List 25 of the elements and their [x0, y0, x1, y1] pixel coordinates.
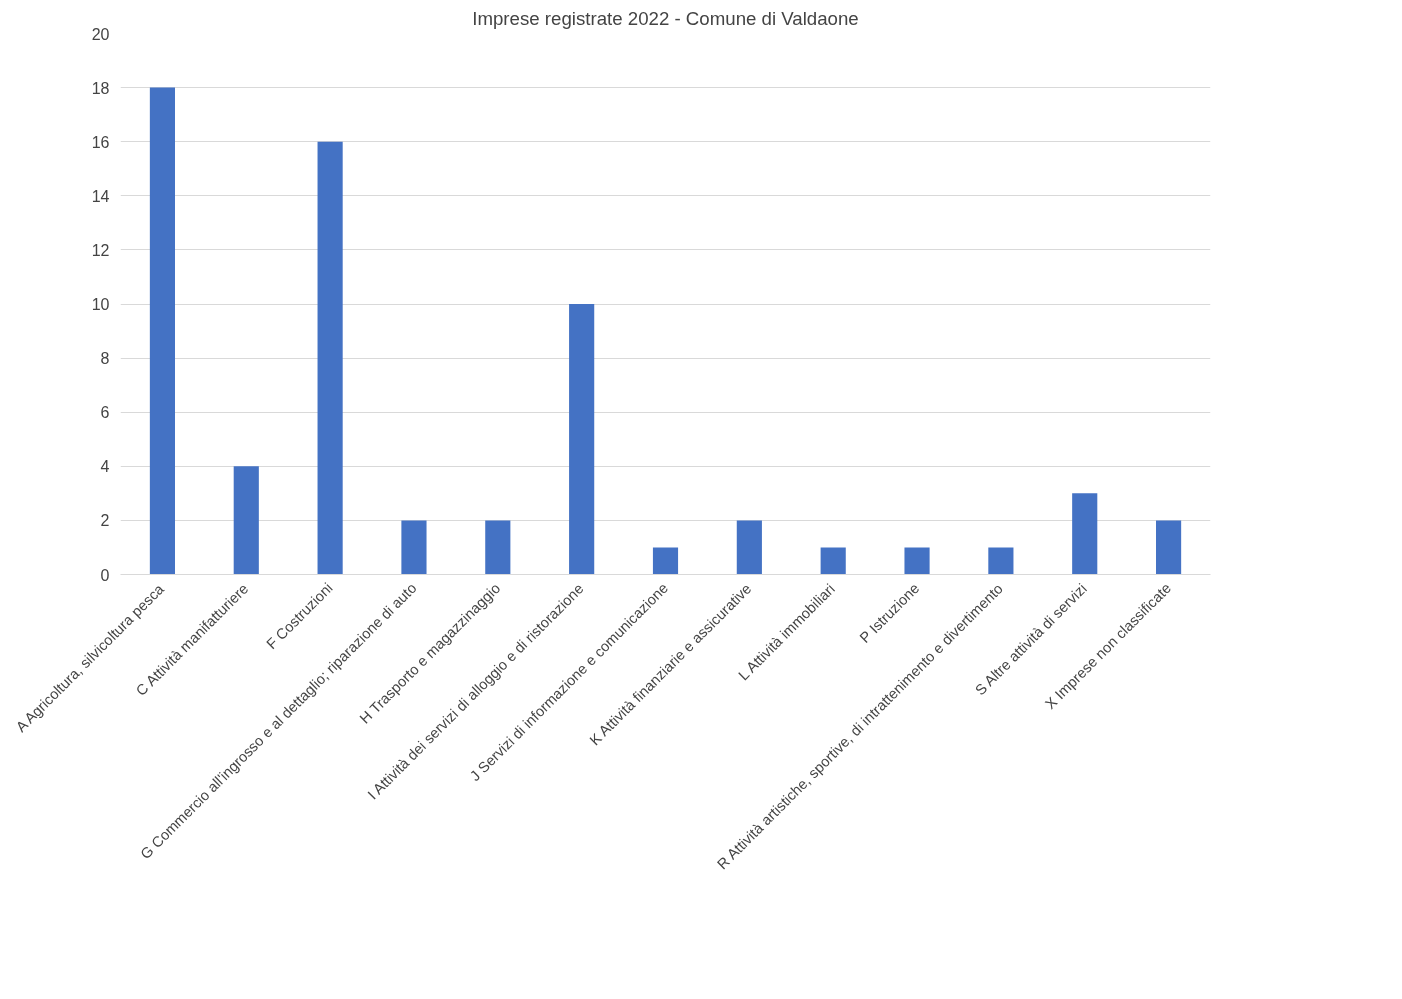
bar	[736, 520, 762, 575]
bar	[988, 547, 1014, 575]
chart-title: Imprese registrate 2022 - Comune di Valdaone	[472, 7, 859, 29]
bar	[1072, 493, 1098, 575]
bar	[652, 547, 679, 575]
y-tick-label: 20	[91, 25, 110, 43]
bar	[233, 466, 259, 575]
y-tick-label: 14	[91, 187, 110, 205]
y-tick-label: 4	[100, 458, 110, 476]
bar	[1156, 520, 1182, 575]
bar	[401, 520, 427, 575]
bar	[904, 547, 930, 575]
bar	[317, 141, 343, 575]
bar	[569, 304, 595, 575]
bar	[820, 547, 846, 575]
y-tick-label: 0	[100, 566, 110, 584]
y-tick-label: 6	[100, 404, 110, 422]
bar	[149, 87, 175, 575]
y-tick-label: 10	[91, 296, 110, 313]
y-tick-label: 16	[91, 133, 110, 151]
y-tick-label: 2	[100, 512, 110, 530]
y-tick-label: 8	[100, 350, 110, 368]
y-tick-label: 18	[91, 79, 110, 97]
bar	[485, 520, 511, 575]
y-tick-label: 12	[91, 241, 110, 259]
